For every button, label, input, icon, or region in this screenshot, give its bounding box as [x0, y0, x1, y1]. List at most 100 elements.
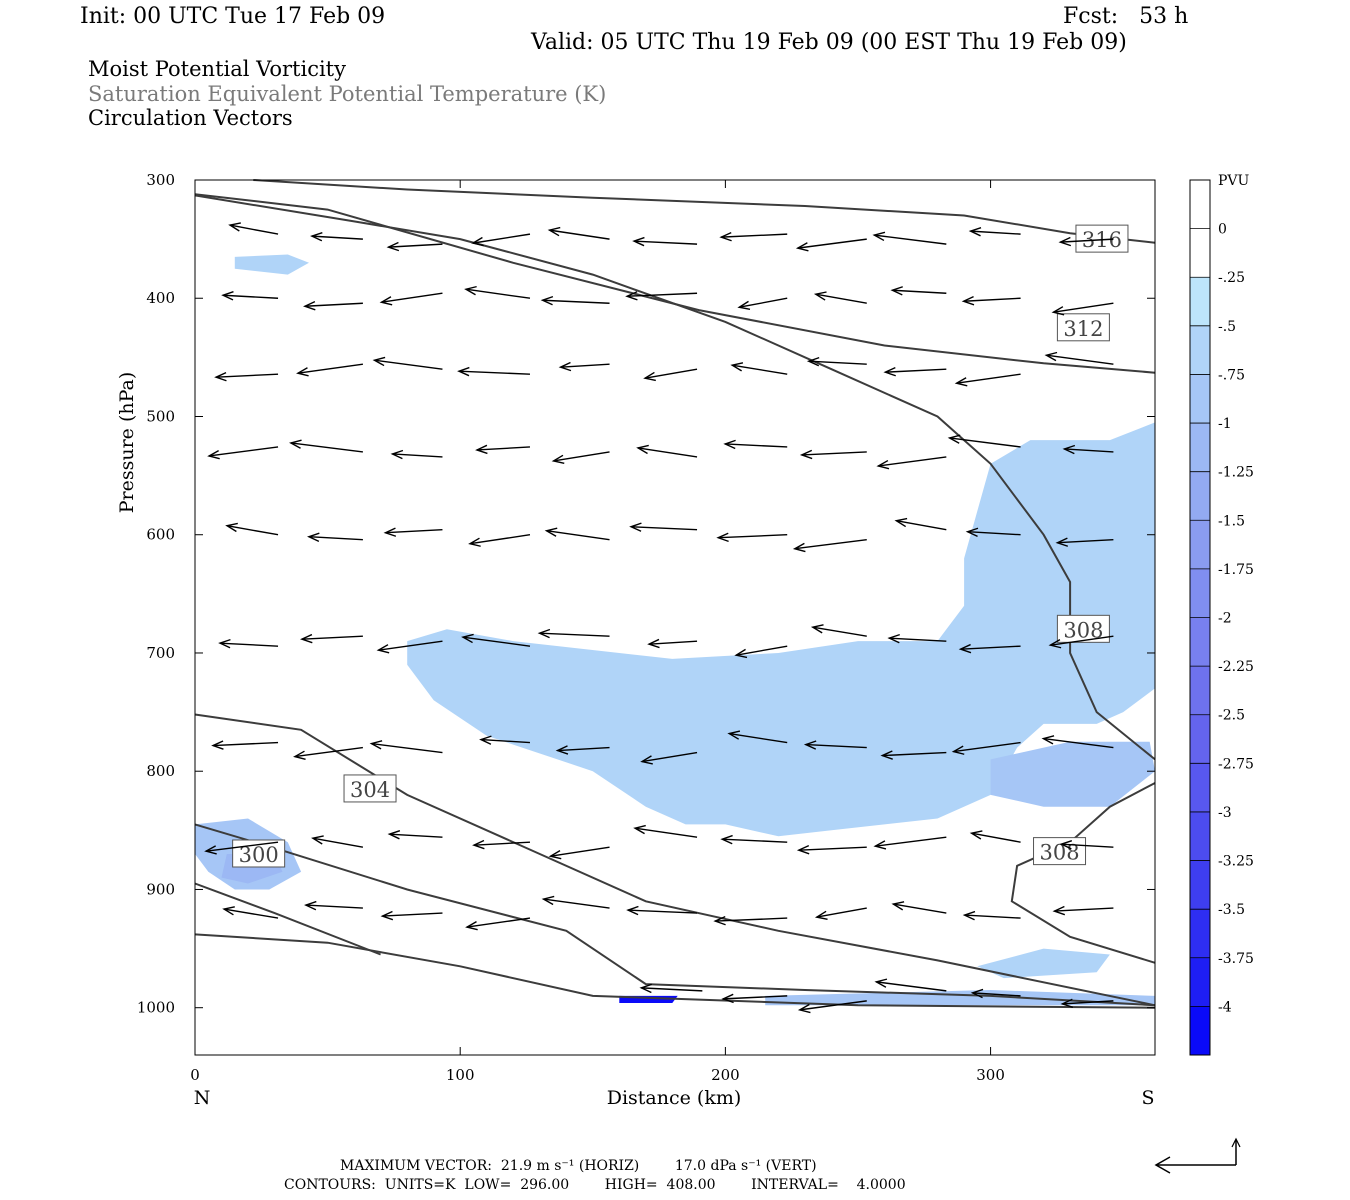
vector-shaft	[723, 995, 788, 1000]
vector-shaft	[874, 234, 947, 245]
colorbar-swatch	[1190, 1006, 1210, 1055]
vector-shaft	[964, 914, 1021, 919]
y-tick-label: 800	[146, 762, 175, 780]
colorbar-label: -1	[1218, 416, 1232, 432]
vector-head	[293, 750, 306, 760]
vector-head	[207, 449, 220, 460]
vector-head	[887, 633, 900, 644]
vector-head	[383, 527, 397, 537]
vector-head	[958, 643, 972, 654]
colorbar-swatch	[1190, 763, 1210, 812]
vector-shaft	[213, 741, 279, 747]
vector-shaft	[473, 841, 531, 846]
vector-shaft	[878, 456, 947, 467]
contour-label: 312	[1063, 317, 1103, 341]
vector-shaft	[1057, 539, 1114, 544]
vector-head	[548, 849, 562, 860]
vector-head	[962, 910, 976, 921]
vector-head	[379, 296, 393, 306]
vector-shaft	[557, 746, 610, 752]
colorbar-swatch	[1190, 471, 1210, 521]
vector-shaft	[223, 294, 279, 299]
vector-shaft	[208, 446, 279, 457]
vector-head	[1058, 236, 1072, 247]
vector-shaft	[641, 751, 698, 763]
vector-shaft	[628, 909, 698, 914]
vector-shaft	[226, 525, 279, 536]
vector-head	[968, 226, 982, 237]
vector-head	[464, 285, 477, 296]
colorbar-swatch	[1190, 909, 1210, 958]
vector-shaft	[641, 987, 703, 992]
vector-shaft	[1060, 238, 1114, 243]
contour-label: 304	[350, 778, 390, 802]
vector-head	[872, 231, 886, 242]
colorbar-swatch	[1190, 180, 1210, 229]
vector-shaft	[634, 827, 698, 838]
colorbar-label: -2.25	[1218, 659, 1254, 675]
vector-shaft	[885, 368, 947, 373]
colorbar-swatch	[1190, 617, 1210, 667]
vector-head	[639, 983, 652, 994]
vector-shaft	[297, 363, 363, 374]
vector-head	[799, 449, 813, 460]
contour-label-box	[1075, 224, 1129, 253]
pv-region-0	[234, 254, 309, 275]
field-title-pv: Moist Potential Vorticity	[88, 57, 346, 81]
theta-contour-316	[253, 179, 1156, 244]
vector-head	[636, 444, 649, 455]
colorbar-title: PVU	[1218, 173, 1250, 189]
vector-head	[537, 628, 551, 639]
theta-contour-308	[194, 194, 1156, 761]
vector-shaft	[971, 832, 1021, 843]
vector-head	[222, 906, 235, 916]
vector-head	[296, 367, 309, 377]
vector-shaft	[1046, 354, 1114, 365]
vector-shaft	[458, 370, 531, 375]
vector-shaft	[739, 297, 788, 308]
x-tick-label: 100	[446, 1066, 475, 1084]
pv-region-3	[990, 741, 1155, 807]
south-label: S	[1141, 1087, 1154, 1109]
vector-head	[626, 905, 639, 916]
vector-shaft	[382, 912, 443, 917]
vector-head	[211, 740, 224, 750]
vector-head	[625, 291, 638, 301]
colorbar-swatch	[1190, 860, 1210, 910]
vector-head	[795, 242, 809, 252]
vector-head	[386, 241, 400, 252]
x-axis-label: Distance (km)	[607, 1087, 742, 1109]
vector-head	[965, 527, 979, 538]
vector-head	[218, 638, 231, 649]
colorbar-label: -.5	[1218, 319, 1236, 335]
vector-head	[719, 231, 732, 242]
y-tick-label: 400	[146, 289, 175, 307]
vector-head	[304, 900, 317, 911]
y-tick-label: 600	[146, 526, 175, 544]
vector-shaft	[546, 530, 610, 541]
valid-time: Valid: 05 UTC Thu 19 Feb 09 (00 EST Thu …	[531, 30, 1127, 55]
vector-head	[1062, 444, 1076, 455]
vector-head	[558, 361, 572, 372]
contour-info: CONTOURS: UNITS=K LOW= 296.00 HIGH= 408.…	[284, 1177, 906, 1193]
init-time: Init: 00 UTC Tue 17 Feb 09	[80, 4, 386, 29]
vector-shaft	[896, 520, 947, 531]
colorbar-swatch	[1190, 325, 1210, 375]
vector-head	[307, 532, 320, 543]
theta-contour-304	[194, 713, 1156, 1007]
vector-head	[540, 295, 554, 306]
vector-head	[737, 300, 751, 311]
vector-shaft	[732, 364, 788, 375]
colorbar-label: -.75	[1218, 367, 1245, 383]
vector-head	[734, 648, 748, 659]
vector-shaft	[371, 742, 443, 754]
vector-shaft	[1053, 302, 1114, 313]
vector-shaft	[301, 635, 363, 640]
vector-head	[894, 517, 908, 528]
vector-shaft	[378, 640, 443, 651]
vector-shaft	[876, 981, 947, 992]
vector-shaft	[892, 289, 947, 294]
colorbar-label: -1.25	[1218, 465, 1254, 481]
contour-label-box	[1056, 313, 1110, 342]
